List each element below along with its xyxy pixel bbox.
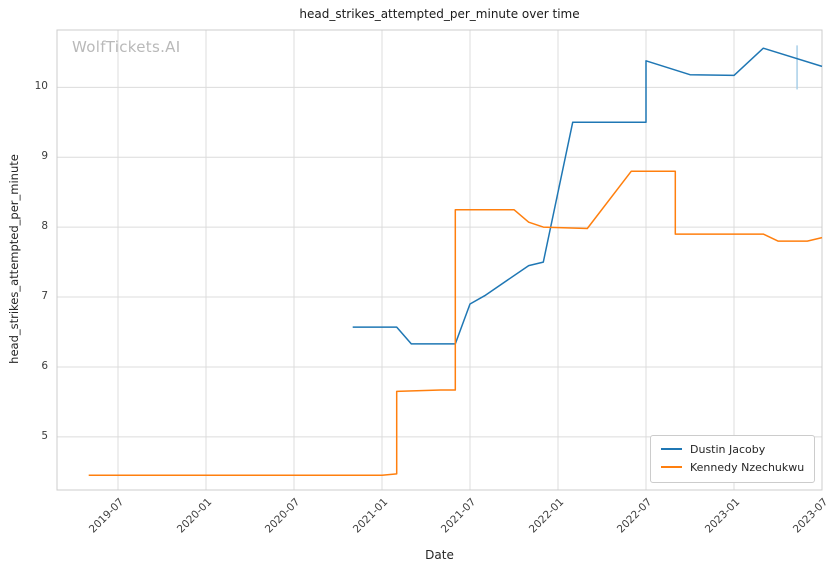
legend-line-swatch-orange <box>661 466 682 468</box>
y-tick-label: 7 <box>41 290 48 303</box>
legend-line-swatch-blue <box>661 448 682 450</box>
plot-border <box>56 29 823 491</box>
y-tick-label: 8 <box>41 220 48 233</box>
y-tick-label: 6 <box>41 359 48 372</box>
series-line-dustin-jacoby <box>352 47 823 345</box>
legend-item-kennedy-nzechukwu: Kennedy Nzechukwu <box>661 459 804 477</box>
legend-label: Dustin Jacoby <box>690 443 766 456</box>
watermark: WolfTickets.AI <box>72 38 181 56</box>
chart-title: head_strikes_attempted_per_minute over t… <box>299 7 580 21</box>
legend: Dustin Jacoby Kennedy Nzechukwu <box>650 435 816 483</box>
legend-item-dustin-jacoby: Dustin Jacoby <box>661 441 804 459</box>
series-line-kennedy-nzechukwu <box>88 170 823 477</box>
y-tick-label: 10 <box>34 80 48 93</box>
y-tick-label: 9 <box>41 150 48 163</box>
legend-label: Kennedy Nzechukwu <box>690 461 805 474</box>
y-axis-label: head_strikes_attempted_per_minute <box>7 154 21 364</box>
x-axis-label: Date <box>425 548 454 562</box>
y-tick-label: 5 <box>41 429 48 442</box>
